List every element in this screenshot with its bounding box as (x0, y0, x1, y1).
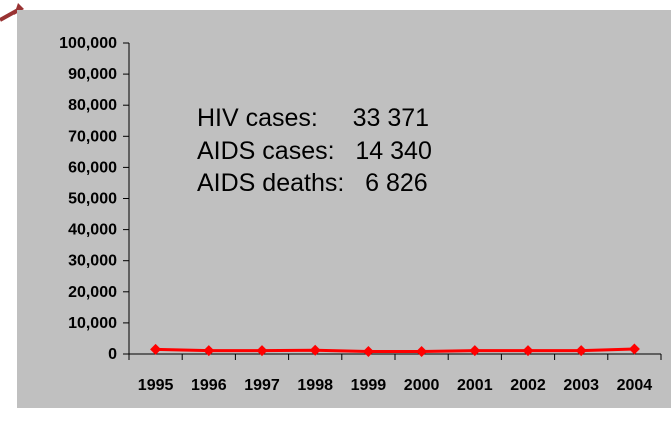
data-point-marker (203, 345, 215, 357)
y-tick-label: 10,000 (68, 315, 117, 332)
y-tick-label: 20,000 (68, 284, 117, 301)
data-point-marker (309, 344, 321, 356)
aids-deaths-text: AIDS deaths: 6 826 (197, 169, 428, 197)
y-tick-label: 90,000 (68, 66, 117, 83)
series-line (155, 347, 635, 354)
x-tick-label: 1997 (244, 377, 280, 394)
aids-cases-text: AIDS cases: 14 340 (197, 136, 432, 165)
data-point-marker (575, 345, 587, 357)
stats-annotation: HIV cases: 33 371 AIDS cases: 14 340 AID… (197, 102, 432, 200)
series-layer (150, 343, 640, 358)
y-tick-label: 100,000 (59, 35, 117, 52)
line-chart: 0 10,000 20,000 30,000 40,000 50,000 60,000 70,… (59, 35, 662, 394)
data-point-marker (256, 345, 268, 357)
x-axis: 1995 1996 1997 1998 1999 2000 2001 2002 2003 2004 (128, 353, 662, 394)
y-tick-label: 30,000 (68, 253, 117, 270)
x-tick-label: 2002 (510, 377, 546, 394)
x-tick-label: 2004 (617, 377, 653, 394)
y-tick-label: 0 (108, 346, 117, 363)
data-point-marker (469, 345, 481, 357)
data-point-marker (150, 343, 162, 355)
data-point-marker (628, 343, 640, 355)
y-tick-label: 50,000 (68, 191, 117, 208)
chart-panel: 0 10,000 20,000 30,000 40,000 50,000 60,000 70,… (17, 10, 671, 408)
arrow-shaft (0, 8, 19, 22)
x-tick-label: 1995 (138, 377, 174, 394)
y-tick-label: 60,000 (68, 159, 117, 176)
data-point-marker (416, 346, 428, 358)
data-point-marker (522, 345, 534, 357)
y-tick-label: 80,000 (68, 97, 117, 114)
hiv-cases-text: HIV cases: 33 371 (197, 104, 430, 132)
arrow-head (14, 3, 24, 15)
y-tick-label: 70,000 (68, 128, 117, 145)
x-tick-label: 1996 (191, 377, 227, 394)
arrow-pointer (0, 3, 24, 22)
x-tick-label: 1999 (351, 377, 387, 394)
x-tick-label: 1998 (297, 377, 333, 394)
y-tick-label: 40,000 (68, 222, 117, 239)
x-tick-label: 2001 (457, 377, 493, 394)
x-tick-label: 2003 (563, 377, 599, 394)
y-axis: 0 10,000 20,000 30,000 40,000 50,000 60,000 70,… (59, 35, 130, 363)
data-point-marker (362, 346, 374, 358)
x-tick-label: 2000 (404, 377, 440, 394)
